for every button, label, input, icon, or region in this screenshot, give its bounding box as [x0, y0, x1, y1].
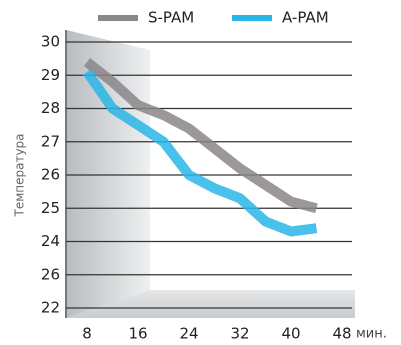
y-tick-label: 28	[41, 99, 60, 117]
y-tick-label: 25	[41, 199, 60, 217]
x-tick-label: 8	[82, 325, 92, 343]
x-tick-label: 24	[179, 325, 198, 343]
legend-label: S-PAM	[148, 9, 194, 27]
y-tick-label: 22	[41, 299, 60, 317]
plot	[82, 58, 318, 237]
y-tick-label: 24	[41, 232, 60, 250]
y-tick-label: 29	[41, 66, 60, 84]
x-unit: мин.	[356, 327, 387, 342]
y-tick-label: 30	[41, 33, 60, 51]
series-line	[83, 58, 318, 214]
floor	[66, 290, 355, 318]
y-tick-label: 26	[41, 265, 60, 283]
y-axis-title: Температура	[13, 133, 27, 217]
x-tick-label: 48	[332, 325, 351, 343]
x-tick-label: 32	[230, 325, 249, 343]
series-line	[82, 69, 318, 237]
x-tick-label: 40	[281, 325, 300, 343]
y-tick-label: 27	[41, 132, 60, 150]
legend-label: A-PAM	[282, 9, 329, 27]
x-tick-label: 16	[128, 325, 147, 343]
y-tick-label: 26	[41, 166, 60, 184]
